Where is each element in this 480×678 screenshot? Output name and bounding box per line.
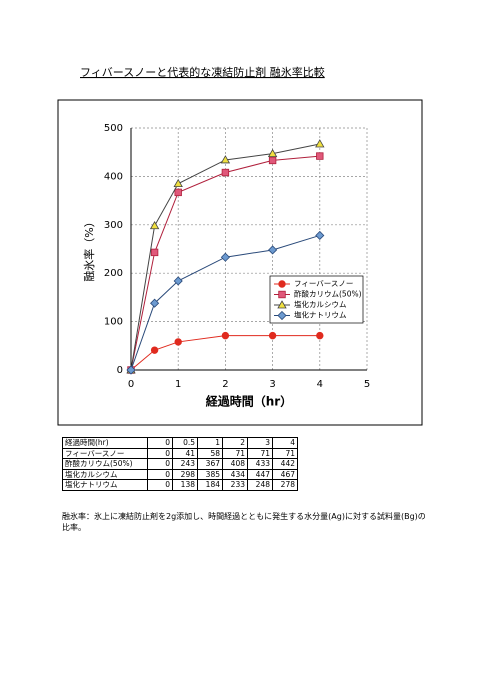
- legend-label: 塩化ナトリウム: [294, 310, 347, 320]
- table-cell: 433: [247, 458, 273, 470]
- table-cell: 138: [172, 479, 198, 491]
- table-cell: 71: [247, 447, 273, 459]
- table-cell: 467: [272, 468, 298, 480]
- row-label: 経過時間(hr): [62, 437, 148, 449]
- y-tick-label: 400: [104, 171, 123, 182]
- x-tick-label: 0: [128, 379, 134, 390]
- row-label: 塩化カルシウム: [62, 468, 148, 480]
- table-cell: 0: [147, 437, 173, 449]
- x-tick-label: 3: [269, 379, 275, 390]
- note: 融氷率：氷上に凍結防止剤を2g添加し、時間経過とともに発生する水分量(Ag)に対…: [62, 512, 426, 532]
- marker: [267, 148, 278, 158]
- marker: [174, 338, 182, 346]
- row-label: 酢酸カリウム(50%): [62, 458, 148, 470]
- marker: [220, 155, 231, 164]
- marker: [150, 346, 159, 354]
- y-tick-label: 300: [104, 220, 123, 231]
- series-line: [130, 143, 320, 371]
- x-axis-label: 経過時間（hr）: [206, 394, 292, 409]
- table-cell: 1: [197, 437, 223, 449]
- marker: [315, 230, 325, 241]
- table-cell: 434: [222, 468, 248, 480]
- table-cell: 233: [222, 479, 248, 491]
- table-cell: 447: [247, 468, 273, 480]
- table-cell: 71: [272, 447, 298, 459]
- table-cell: 278: [272, 479, 298, 491]
- marker: [278, 290, 286, 299]
- legend-label: 塩化カルシウム: [294, 299, 347, 309]
- legend-label: フィーバースノー: [294, 279, 353, 288]
- marker: [221, 168, 230, 177]
- x-tick-label: 4: [317, 379, 323, 390]
- table-cell: 298: [172, 468, 198, 480]
- marker: [150, 298, 160, 308]
- table-cell: 248: [247, 479, 273, 491]
- x-tick-label: 1: [175, 379, 181, 390]
- table-cell: 367: [197, 458, 223, 470]
- table-cell: 0: [147, 479, 173, 491]
- series-line: [130, 335, 320, 371]
- table-cell: 3: [247, 437, 273, 449]
- x-tick-label: 5: [364, 379, 370, 390]
- x-tick-label: 2: [222, 379, 228, 390]
- marker: [315, 139, 325, 148]
- table-cell: 184: [197, 479, 223, 491]
- marker: [149, 220, 160, 230]
- data-table: 経過時間(hr) 0 0.5 1 2 3 4 フィーバースノー 0 41 58 71 71 71 酢酸カリウ…: [62, 437, 298, 491]
- table-cell: 71: [222, 447, 248, 459]
- table-cell: 41: [172, 447, 198, 459]
- marker: [173, 178, 183, 188]
- table-row: 経過時間(hr) 0 0.5 1 2 3 4: [62, 437, 298, 449]
- table-cell: 408: [222, 458, 248, 470]
- table-cell: 2: [222, 437, 248, 449]
- table-row: 酢酸カリウム(50%) 0 243 367 408 433 442: [62, 458, 298, 470]
- marker: [316, 331, 324, 340]
- marker: [278, 280, 286, 288]
- marker: [220, 252, 230, 262]
- marker: [268, 156, 277, 165]
- y-axis-label: 融氷率（%）: [82, 216, 96, 281]
- row-label: 塩化ナトリウム: [62, 479, 148, 491]
- y-tick-label: 100: [104, 317, 123, 328]
- table-cell: 442: [272, 458, 298, 470]
- y-tick-label: 0: [117, 365, 123, 376]
- marker: [268, 245, 278, 255]
- chart: フィバースノーと代表的な凍結防止剤 融氷率比較 経過時間（hr） 融氷率（%） …: [57, 65, 423, 426]
- table-cell: 58: [197, 447, 223, 459]
- legend-label: 酢酸カリウム(50%): [294, 289, 362, 299]
- marker: [277, 300, 287, 309]
- marker: [316, 152, 324, 160]
- y-tick-label: 200: [104, 268, 123, 279]
- table-row: 塩化カルシウム 0 298 385 434 447 467: [62, 468, 298, 480]
- doc-title: フィバースノーと代表的な凍結防止剤 融氷率比較: [80, 65, 325, 79]
- marker: [126, 365, 136, 375]
- marker: [268, 331, 277, 340]
- marker: [174, 188, 182, 197]
- chart-frame: [57, 99, 423, 426]
- series-line: [130, 234, 320, 371]
- table-cell: 4: [272, 437, 298, 449]
- series-line: [130, 155, 320, 371]
- table-cell: 385: [197, 468, 223, 480]
- table-cell: 243: [172, 458, 198, 470]
- table-cell: 0.5: [172, 437, 198, 449]
- y-tick-label: 500: [104, 123, 123, 134]
- row-label: フィーバースノー: [62, 447, 148, 459]
- table-row: フィーバースノー 0 41 58 71 71 71: [62, 447, 298, 459]
- table-cell: 0: [147, 458, 173, 470]
- marker: [173, 276, 183, 286]
- table-cell: 0: [147, 468, 173, 480]
- table-cell: 0: [147, 447, 173, 459]
- marker: [277, 310, 287, 321]
- table-row: 塩化ナトリウム 0 138 184 233 248 278: [62, 479, 298, 491]
- marker: [221, 331, 230, 340]
- marker: [150, 248, 159, 257]
